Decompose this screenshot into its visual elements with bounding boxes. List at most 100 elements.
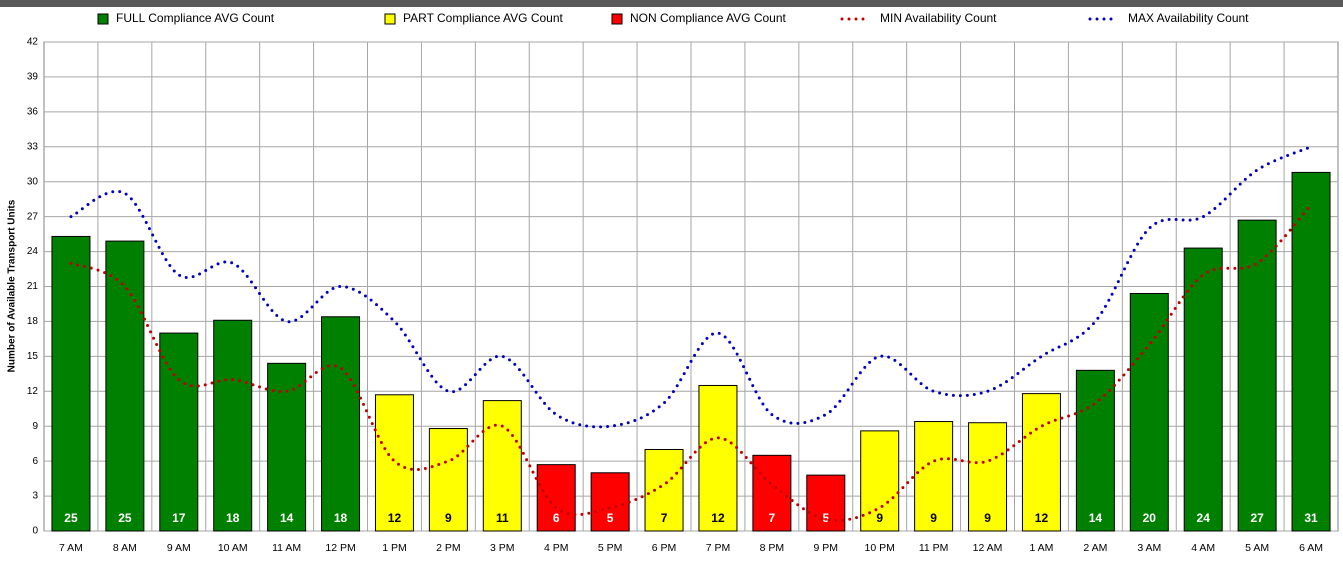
data-label: 20 — [1143, 511, 1157, 525]
y-tick-label: 42 — [27, 37, 39, 48]
bar — [51, 235, 91, 532]
data-label: 7 — [661, 511, 668, 525]
bar — [806, 474, 846, 532]
bar — [590, 472, 630, 532]
legend-swatch — [611, 13, 623, 25]
data-label: 12 — [388, 511, 402, 525]
data-label: 14 — [280, 511, 294, 525]
data-label: 25 — [64, 511, 78, 525]
data-label: 12 — [711, 511, 725, 525]
x-tick-label: 12 PM — [325, 542, 355, 554]
bar — [860, 430, 900, 532]
y-tick-label: 27 — [27, 211, 39, 222]
bar — [213, 319, 253, 532]
bar — [1129, 292, 1169, 532]
x-tick-label: 9 PM — [814, 542, 839, 554]
y-tick-label: 12 — [27, 386, 39, 397]
data-label: 18 — [226, 511, 240, 525]
y-tick-label: 21 — [27, 281, 39, 292]
bar — [267, 362, 307, 532]
bar — [105, 240, 145, 532]
bar — [698, 384, 738, 532]
x-tick-label: 11 PM — [919, 542, 949, 554]
x-tick-label: 1 AM — [1029, 542, 1053, 554]
data-label: 14 — [1089, 511, 1103, 525]
data-label: 9 — [984, 511, 991, 525]
x-tick-label: 4 PM — [544, 542, 569, 554]
data-label: 18 — [334, 511, 348, 525]
bar — [1237, 219, 1277, 532]
x-tick-label: 3 AM — [1137, 542, 1161, 554]
bar — [428, 428, 468, 532]
legend-swatch — [384, 13, 396, 25]
line-series — [69, 145, 1313, 429]
data-label: 9 — [930, 511, 937, 525]
y-tick-label: 18 — [27, 316, 39, 327]
y-tick-label: 15 — [27, 351, 39, 362]
data-label: 6 — [553, 511, 560, 525]
data-label: 25 — [118, 511, 132, 525]
y-axis-title: Number of Available Transport Units — [7, 199, 18, 372]
bar — [1075, 369, 1115, 532]
data-label: 31 — [1304, 511, 1318, 525]
x-tick-label: 2 PM — [436, 542, 461, 554]
legend-label: MAX Availability Count — [1128, 11, 1249, 25]
data-label: 27 — [1250, 511, 1264, 525]
legend-swatch — [97, 13, 109, 25]
bar — [1021, 393, 1061, 532]
y-tick-label: 3 — [32, 491, 38, 502]
x-tick-label: 12 AM — [973, 542, 1003, 554]
bar — [159, 332, 199, 532]
bar — [752, 454, 792, 532]
data-label: 9 — [876, 511, 883, 525]
legend-label: MIN Availability Count — [880, 11, 997, 25]
x-tick-label: 8 PM — [760, 542, 785, 554]
data-label: 12 — [1035, 511, 1049, 525]
x-tick-label: 4 AM — [1191, 542, 1215, 554]
x-tick-label: 6 PM — [652, 542, 677, 554]
x-tick-label: 2 AM — [1083, 542, 1107, 554]
data-label: 11 — [496, 511, 509, 525]
data-label: 9 — [445, 511, 452, 525]
bar — [1291, 171, 1331, 532]
data-label: 5 — [822, 511, 829, 525]
y-tick-label: 24 — [27, 246, 39, 257]
data-label: 24 — [1197, 511, 1211, 525]
data-label: 17 — [172, 511, 186, 525]
legend-label: NON Compliance AVG Count — [630, 11, 787, 25]
bar — [374, 394, 414, 532]
x-tick-label: 7 PM — [706, 542, 731, 554]
y-tick-label: 30 — [27, 176, 39, 187]
data-label: 5 — [607, 511, 614, 525]
x-tick-label: 5 PM — [598, 542, 623, 554]
y-tick-label: 0 — [32, 526, 38, 537]
legend-label: PART Compliance AVG Count — [403, 11, 564, 25]
y-tick-label: 36 — [27, 106, 39, 117]
y-tick-label: 39 — [27, 72, 39, 83]
bar — [482, 400, 522, 532]
x-tick-label: 9 AM — [167, 542, 191, 554]
line-series — [69, 203, 1313, 523]
x-tick-label: 6 AM — [1299, 542, 1323, 554]
x-tick-label: 5 AM — [1245, 542, 1269, 554]
y-tick-label: 9 — [32, 421, 38, 432]
bar — [968, 422, 1008, 532]
x-tick-label: 11 AM — [272, 542, 301, 554]
data-label: 7 — [769, 511, 776, 525]
bar — [536, 464, 576, 532]
legend-label: FULL Compliance AVG Count — [116, 11, 275, 25]
bar — [644, 449, 684, 532]
y-tick-label: 6 — [32, 456, 38, 467]
bar — [914, 421, 954, 532]
x-tick-label: 8 AM — [113, 542, 137, 554]
x-tick-label: 10 AM — [218, 542, 248, 554]
bar — [1183, 247, 1223, 532]
x-tick-label: 10 PM — [865, 542, 895, 554]
x-tick-label: 1 PM — [382, 542, 407, 554]
y-tick-label: 33 — [27, 141, 39, 152]
bar — [321, 316, 361, 532]
x-tick-label: 3 PM — [490, 542, 515, 554]
x-tick-label: 7 AM — [59, 542, 83, 554]
top-bar — [0, 0, 1343, 7]
